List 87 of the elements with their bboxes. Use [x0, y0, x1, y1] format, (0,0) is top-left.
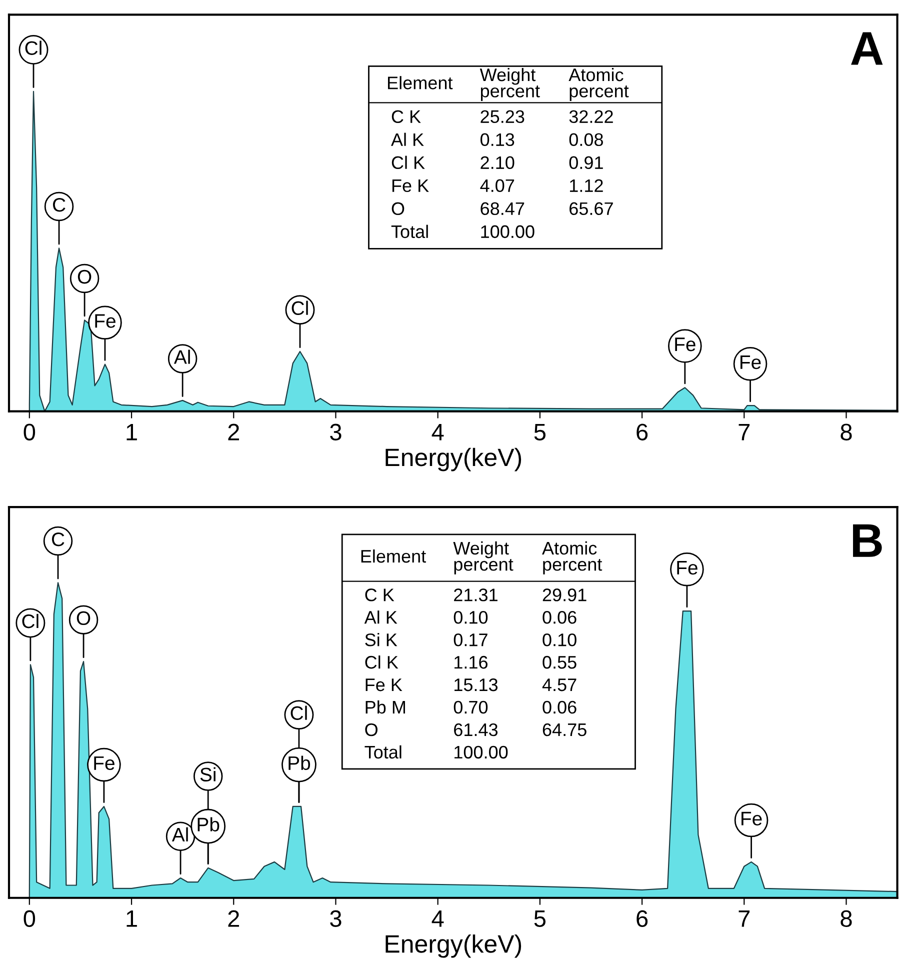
- annotation: 1.12: [570, 179, 603, 192]
- annotation: 4.57: [542, 678, 576, 692]
- annotation: Al: [174, 350, 190, 364]
- annotation: Fe K: [366, 678, 402, 692]
- annotation: Pb: [198, 817, 220, 832]
- annotation: 25.23: [480, 110, 524, 124]
- annotation: Al K: [391, 132, 424, 146]
- annotation: 4.07: [480, 179, 514, 192]
- x-tick-label: 4: [432, 910, 444, 927]
- annotation: Pb: [288, 756, 310, 770]
- annotation: O: [365, 723, 378, 736]
- annotation: 15.13: [454, 678, 498, 692]
- annotation: C: [52, 198, 66, 212]
- annotation: Fe: [95, 314, 116, 328]
- annotation: Total: [364, 745, 402, 759]
- x-tick-label: 5: [534, 910, 546, 928]
- annotation: 0.13: [480, 133, 514, 146]
- annotation: 2.10: [480, 156, 514, 170]
- annotation: 100.00: [454, 746, 508, 759]
- x-tick-label: 6: [636, 910, 648, 928]
- x-tick-label: 3: [330, 910, 342, 928]
- annotation: Fe: [677, 561, 698, 575]
- text: Weight percent: [453, 541, 514, 574]
- x-tick-label: 3: [330, 424, 342, 440]
- annotation: 29.91: [542, 588, 586, 602]
- x-tick-label: 8: [840, 910, 852, 928]
- annotation: Si K: [365, 632, 398, 646]
- x-tick-label: 1: [126, 424, 137, 440]
- x-tick-label: 5: [534, 424, 546, 440]
- annotation: 64.75: [542, 723, 586, 736]
- annotation: 0.55: [542, 656, 576, 669]
- annotation: 65.67: [570, 202, 613, 216]
- annotation: Cl: [22, 614, 38, 628]
- annotation: Fe: [740, 356, 761, 370]
- x-tick-label: 2: [228, 910, 240, 927]
- annotation: Cl K: [365, 655, 398, 669]
- annotation: 0.08: [569, 133, 603, 146]
- annotation: 21.31: [454, 588, 498, 602]
- annotation: Atomic percent: [568, 68, 629, 101]
- annotation: 32.22: [569, 110, 613, 124]
- x-axis-title: Energy(keV): [386, 448, 522, 472]
- annotation: Cl: [292, 300, 308, 316]
- annotation: Total: [391, 224, 428, 238]
- annotation: Fe: [675, 338, 696, 352]
- annotation: Pb M: [366, 700, 405, 714]
- annotation: 0.91: [569, 156, 603, 170]
- annotation: Cl K: [392, 156, 425, 170]
- annotation: O: [78, 270, 92, 284]
- annotation: Fe: [94, 756, 114, 770]
- x-tick-label: 7: [738, 910, 750, 927]
- annotation: C: [52, 532, 64, 546]
- x-tick-label: 0: [24, 424, 36, 440]
- annotation: C K: [365, 588, 394, 602]
- x-tick-label: 4: [432, 424, 444, 440]
- annotation: Fe: [742, 812, 762, 826]
- annotation: 61.43: [454, 723, 498, 736]
- x-tick-label: 7: [738, 424, 750, 440]
- text: Element: [361, 549, 426, 563]
- annotation: 1.16: [454, 656, 488, 669]
- x-tick-label: 1: [126, 910, 137, 927]
- annotation: Si: [200, 767, 216, 782]
- annotation: 0.06: [542, 610, 576, 624]
- annotation: Al: [172, 827, 188, 842]
- annotation: 0.10: [542, 633, 576, 646]
- x-tick-label: 8: [840, 424, 852, 440]
- annotation: Al K: [364, 610, 398, 624]
- annotation: O: [76, 611, 90, 626]
- x-axis-title: Energy(keV): [386, 934, 522, 958]
- annotation: 100.00: [481, 225, 534, 238]
- x-tick-label: 2: [228, 424, 240, 440]
- annotation: 0.17: [454, 633, 488, 646]
- x-tick-label: 0: [24, 910, 36, 928]
- annotation: 0.06: [542, 700, 576, 714]
- x-tick-label: 6: [636, 424, 648, 440]
- annotation: Cl: [25, 40, 42, 55]
- annotation: C K: [392, 110, 421, 124]
- text: Element: [388, 76, 453, 90]
- annotation: Cl: [290, 706, 307, 720]
- annotation: 0.70: [454, 700, 488, 714]
- annotation: Fe K: [392, 179, 429, 192]
- annotation: 0.10: [454, 610, 488, 624]
- text: A: [851, 32, 883, 65]
- annotation: Weight percent: [480, 68, 540, 101]
- text: B: [853, 524, 882, 557]
- annotation: 68.47: [480, 202, 524, 216]
- annotation: O: [392, 202, 404, 216]
- text: Atomic percent: [542, 541, 602, 574]
